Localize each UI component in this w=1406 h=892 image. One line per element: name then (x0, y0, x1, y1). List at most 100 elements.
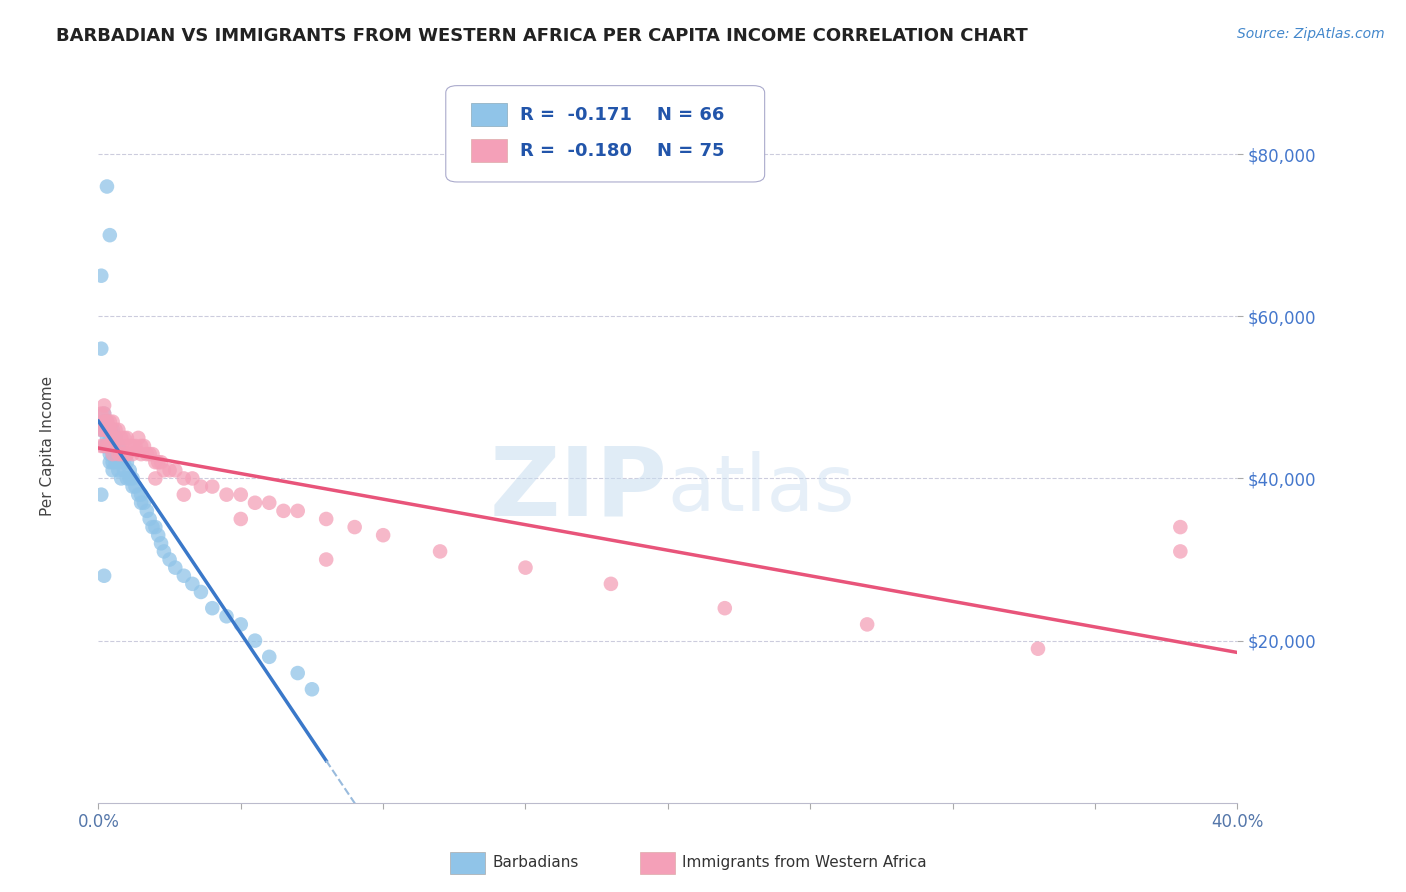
Point (145, 471, 167, 485)
Point (110, 431, 132, 445)
Text: Immigrants from Western Africa: Immigrants from Western Africa (682, 855, 927, 870)
Point (141, 447, 163, 461)
Point (110, 455, 132, 469)
Point (181, 577, 204, 591)
Point (101, 447, 124, 461)
Point (145, 520, 167, 534)
Point (93, 407, 115, 421)
Point (110, 447, 132, 461)
Text: atlas: atlas (668, 450, 855, 527)
Point (107, 447, 129, 461)
Point (93, 439, 115, 453)
Point (138, 447, 160, 461)
Point (201, 601, 224, 615)
Point (93, 423, 115, 437)
Point (215, 488, 238, 502)
Point (124, 479, 146, 493)
Point (101, 415, 124, 429)
Point (96, 423, 118, 437)
Text: R =  -0.180    N = 75: R = -0.180 N = 75 (520, 142, 724, 160)
Point (90, 342, 112, 356)
Point (115, 431, 138, 445)
Point (148, 455, 170, 469)
Point (259, 649, 281, 664)
Point (110, 447, 132, 461)
Point (150, 455, 173, 469)
Point (93, 423, 115, 437)
Point (107, 447, 129, 461)
Point (132, 496, 155, 510)
Point (1026, 641, 1049, 656)
Point (104, 431, 127, 445)
Point (301, 682, 323, 697)
Point (104, 431, 127, 445)
Point (243, 496, 266, 510)
Point (112, 431, 135, 445)
Point (98, 423, 121, 437)
Point (1170, 520, 1192, 534)
Point (129, 439, 152, 453)
Point (201, 479, 224, 493)
Point (856, 617, 879, 632)
Point (104, 439, 127, 453)
Point (93, 407, 115, 421)
Point (107, 463, 129, 477)
Point (159, 463, 181, 477)
Point (101, 439, 124, 453)
Text: Barbadians: Barbadians (492, 855, 578, 870)
Point (90, 488, 112, 502)
Point (229, 617, 252, 632)
Point (96, 439, 118, 453)
Point (98, 228, 121, 243)
Point (273, 504, 295, 518)
Point (115, 455, 138, 469)
Point (93, 415, 115, 429)
Point (121, 471, 143, 485)
Point (181, 471, 204, 485)
Point (121, 439, 143, 453)
FancyBboxPatch shape (471, 103, 508, 127)
Point (115, 447, 138, 461)
Point (98, 415, 121, 429)
Point (135, 447, 157, 461)
Point (107, 439, 129, 453)
Point (101, 447, 124, 461)
Point (215, 609, 238, 624)
Point (153, 463, 176, 477)
Point (159, 552, 181, 566)
Point (515, 560, 537, 574)
Point (90, 407, 112, 421)
Point (98, 431, 121, 445)
Point (101, 463, 124, 477)
Point (104, 423, 127, 437)
Point (129, 447, 152, 461)
Point (153, 544, 176, 558)
Point (343, 520, 366, 534)
Point (190, 585, 212, 599)
Point (98, 439, 121, 453)
Point (121, 447, 143, 461)
Point (173, 568, 195, 582)
Text: Per Capita Income: Per Capita Income (39, 376, 55, 516)
Point (600, 577, 623, 591)
Point (129, 488, 152, 502)
Point (93, 399, 115, 413)
Point (93, 568, 115, 582)
Point (110, 471, 132, 485)
FancyBboxPatch shape (471, 139, 508, 162)
Point (110, 439, 132, 453)
Point (90, 423, 112, 437)
Point (229, 488, 252, 502)
Text: Source: ZipAtlas.com: Source: ZipAtlas.com (1237, 27, 1385, 41)
Point (107, 423, 129, 437)
Point (141, 520, 163, 534)
Point (96, 431, 118, 445)
Point (96, 179, 118, 194)
FancyBboxPatch shape (446, 86, 765, 182)
Point (129, 496, 152, 510)
Point (90, 268, 112, 283)
Point (165, 560, 187, 574)
Point (90, 423, 112, 437)
Point (98, 447, 121, 461)
Point (287, 504, 309, 518)
